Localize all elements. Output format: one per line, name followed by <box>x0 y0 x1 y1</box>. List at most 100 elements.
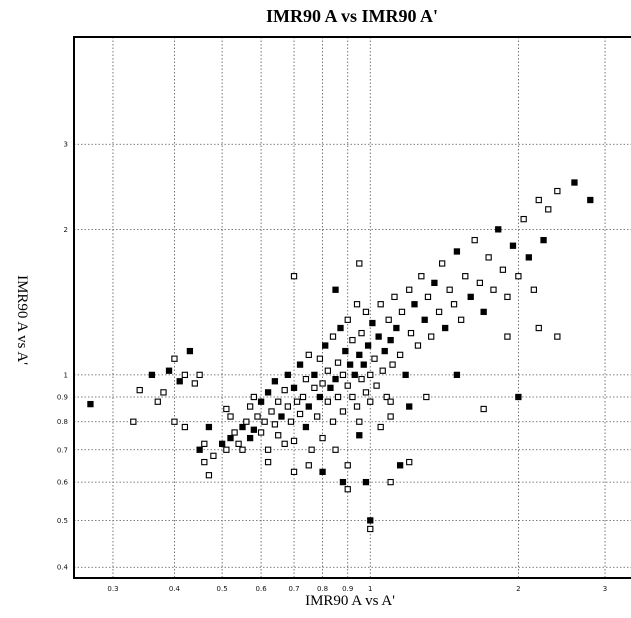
scatter-point <box>535 324 542 332</box>
scatter-point <box>435 308 443 316</box>
scatter-point <box>296 361 304 368</box>
scatter-point <box>268 408 275 415</box>
scatter-point <box>264 446 272 453</box>
scatter-point <box>130 418 137 425</box>
scatter-point <box>535 196 542 204</box>
scatter-point <box>324 367 331 374</box>
scatter-point <box>334 359 342 366</box>
x-tick-label: 0.4 <box>169 585 181 593</box>
scatter-point <box>571 179 578 186</box>
scatter-point <box>205 423 213 431</box>
scatter-point <box>218 440 226 447</box>
y-tick-labels: 0.4 0.5 0.6 0.7 0.8 0.9 1 2 3 <box>57 141 69 572</box>
scatter-point <box>322 342 329 349</box>
data-points <box>87 179 594 533</box>
scatter-point <box>428 333 435 340</box>
scatter-point <box>176 378 183 385</box>
scatter-point <box>201 458 208 466</box>
scatter-point <box>515 273 522 280</box>
scatter-point <box>540 236 547 244</box>
y-tick-label: 2 <box>64 226 68 234</box>
scatter-point <box>329 418 337 425</box>
scatter-point <box>344 382 351 389</box>
scatter-point <box>367 517 374 524</box>
scatter-point <box>332 286 339 293</box>
scatter-point <box>480 308 487 316</box>
scatter-point <box>414 342 422 349</box>
scatter-point <box>223 446 230 453</box>
scatter-point <box>287 418 295 425</box>
scatter-point <box>462 273 469 280</box>
scatter-point <box>243 418 250 425</box>
scatter-point <box>278 413 285 420</box>
scatter-point <box>275 398 282 405</box>
x-tick-label: 0.5 <box>217 585 228 593</box>
scatter-point <box>305 462 312 469</box>
scatter-point <box>377 301 384 308</box>
scatter-point <box>227 413 234 420</box>
scatter-point <box>316 393 324 401</box>
scatter-point <box>275 432 282 439</box>
scatter-point <box>305 403 312 410</box>
scatter-point <box>344 462 351 469</box>
scatter-point <box>381 347 388 355</box>
scatter-point <box>509 242 517 249</box>
scatter-point <box>353 403 361 410</box>
scatter-point <box>201 440 208 447</box>
scatter-point <box>324 398 331 405</box>
scatter-point <box>406 458 413 466</box>
y-tick-label: 0.8 <box>57 418 68 426</box>
scatter-point <box>264 458 272 466</box>
scatter-point <box>332 446 339 453</box>
scatter-point <box>254 413 261 420</box>
scatter-point <box>290 468 298 476</box>
y-tick-label: 0.7 <box>57 446 68 454</box>
scatter-point <box>342 347 349 355</box>
x-tick-label: 3 <box>603 585 607 593</box>
scatter-point <box>391 293 398 301</box>
scatter-point <box>356 418 363 425</box>
y-tick-label: 1 <box>64 371 68 379</box>
scatter-point <box>402 371 409 379</box>
scatter-point <box>290 273 298 280</box>
scatter-point <box>281 440 288 447</box>
scatter-point <box>319 434 326 442</box>
scatter-point <box>467 293 474 301</box>
x-tick-label: 0.3 <box>107 585 118 593</box>
scatter-point <box>450 301 458 308</box>
plot-frame <box>73 36 631 579</box>
y-tick-label: 0.4 <box>57 564 69 572</box>
scatter-point <box>87 400 94 408</box>
scatter-point <box>327 384 334 392</box>
scatter-point <box>339 371 347 379</box>
scatter-point <box>257 398 265 405</box>
scatter-point <box>339 478 347 486</box>
scatter-point <box>246 403 254 410</box>
scatter-point <box>305 351 312 359</box>
scatter-point <box>148 371 156 379</box>
scatter-point <box>515 393 522 401</box>
scatter-point <box>385 316 392 323</box>
scatter-point <box>431 279 438 287</box>
scatter-point <box>453 248 461 255</box>
scatter-point <box>480 405 487 413</box>
scatter-point <box>356 432 363 439</box>
scatter-point <box>299 393 307 401</box>
scatter-point <box>485 254 492 261</box>
scatter-point <box>499 266 507 273</box>
scatter-point <box>358 375 365 383</box>
scatter-point <box>136 386 143 394</box>
scatter-point <box>261 418 268 425</box>
scatter-point <box>329 333 337 340</box>
scatter-point <box>457 316 465 323</box>
scatter-point <box>387 413 394 420</box>
scatter-point <box>520 215 527 223</box>
y-tick-label: 3 <box>64 141 68 149</box>
scatter-point <box>421 316 428 323</box>
scatter-point <box>302 375 310 383</box>
x-tick-label: 0.8 <box>317 585 328 593</box>
scatter-point <box>191 380 198 387</box>
scatter-point <box>332 375 339 383</box>
scatter-point <box>356 351 363 359</box>
scatter-point <box>239 423 246 431</box>
